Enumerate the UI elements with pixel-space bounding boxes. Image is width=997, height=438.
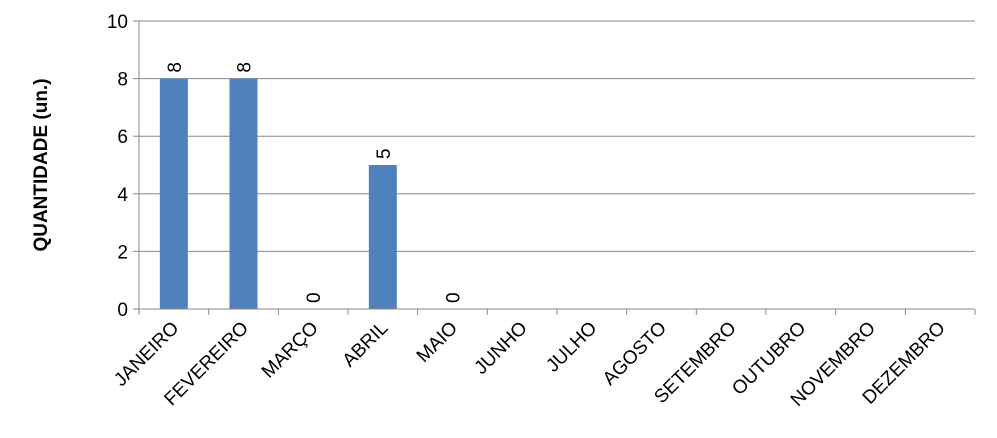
- bar-fevereiro: [229, 78, 258, 309]
- x-tick-label: JULHO: [542, 318, 601, 377]
- bar-abril: [368, 165, 397, 309]
- axes: [133, 20, 976, 315]
- data-labels: 8 8 0 5 0: [165, 62, 465, 303]
- data-label-fevereiro: 8: [235, 62, 256, 73]
- x-tick-label: MAIO: [413, 318, 462, 367]
- y-tick-label: 2: [117, 242, 128, 263]
- y-tick-label: 8: [117, 70, 128, 91]
- x-tick-label: MARÇO: [258, 318, 323, 383]
- data-label-abril: 5: [374, 148, 395, 159]
- y-tick-label: 6: [117, 127, 128, 148]
- gridlines: [139, 20, 975, 252]
- y-tick-label: 0: [117, 300, 128, 321]
- y-tick-label: 10: [107, 12, 128, 33]
- x-tick-label: JANEIRO: [110, 318, 183, 391]
- y-axis-title: QUANTIDADE (un.): [31, 78, 52, 251]
- y-tick-labels: 0 2 4 6 8 10: [107, 12, 129, 321]
- x-tick-label: ABRIL: [339, 318, 393, 372]
- data-label-maio: 0: [444, 292, 465, 303]
- x-tick-label: AGOSTO: [599, 318, 671, 390]
- y-tick-label: 4: [117, 185, 128, 206]
- x-tick-label: JUNHO: [471, 318, 532, 379]
- data-label-março: 0: [304, 292, 325, 303]
- bars: [159, 78, 397, 309]
- bar-janeiro: [159, 78, 188, 309]
- data-label-janeiro: 8: [165, 62, 186, 73]
